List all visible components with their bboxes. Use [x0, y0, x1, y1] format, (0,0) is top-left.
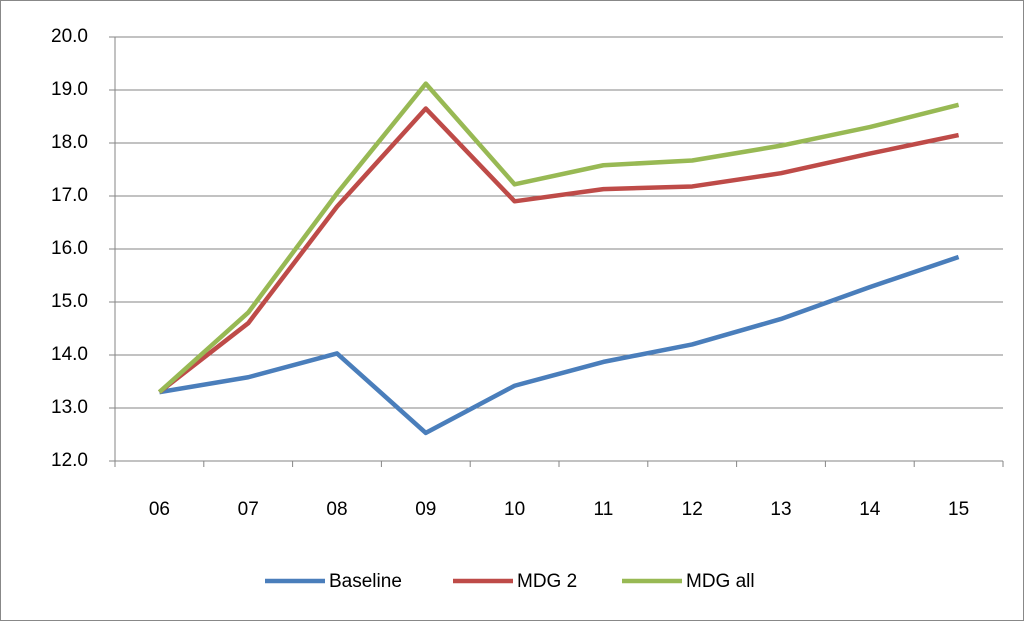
y-tick-label: 18.0	[51, 132, 88, 153]
x-tick-label: 12	[682, 499, 703, 520]
x-tick-label: 14	[859, 499, 881, 520]
series-line	[158, 106, 960, 394]
x-tick-label: 08	[326, 499, 347, 520]
y-tick-label: 14.0	[51, 344, 88, 365]
legend-label: MDG 2	[517, 571, 577, 592]
y-tick-label: 20.0	[51, 26, 88, 47]
x-tick-label: 13	[770, 499, 791, 520]
legend-label: MDG all	[686, 571, 755, 592]
x-tick-label: 06	[149, 499, 170, 520]
y-tick-label: 15.0	[51, 291, 88, 312]
y-tick-label: 12.0	[51, 450, 88, 471]
series-line	[157, 81, 960, 394]
x-tick-label: 15	[948, 499, 969, 520]
x-tick-label: 07	[238, 499, 259, 520]
y-tick-label: 13.0	[51, 397, 88, 418]
x-tick-label: 10	[504, 499, 525, 520]
series-line	[159, 254, 960, 436]
y-tick-label: 17.0	[51, 185, 88, 206]
legend-label: Baseline	[329, 571, 402, 592]
y-tick-label: 16.0	[51, 238, 88, 259]
y-tick-label: 19.0	[51, 79, 88, 100]
x-tick-label: 09	[415, 499, 436, 520]
x-tick-label: 11	[594, 499, 614, 520]
